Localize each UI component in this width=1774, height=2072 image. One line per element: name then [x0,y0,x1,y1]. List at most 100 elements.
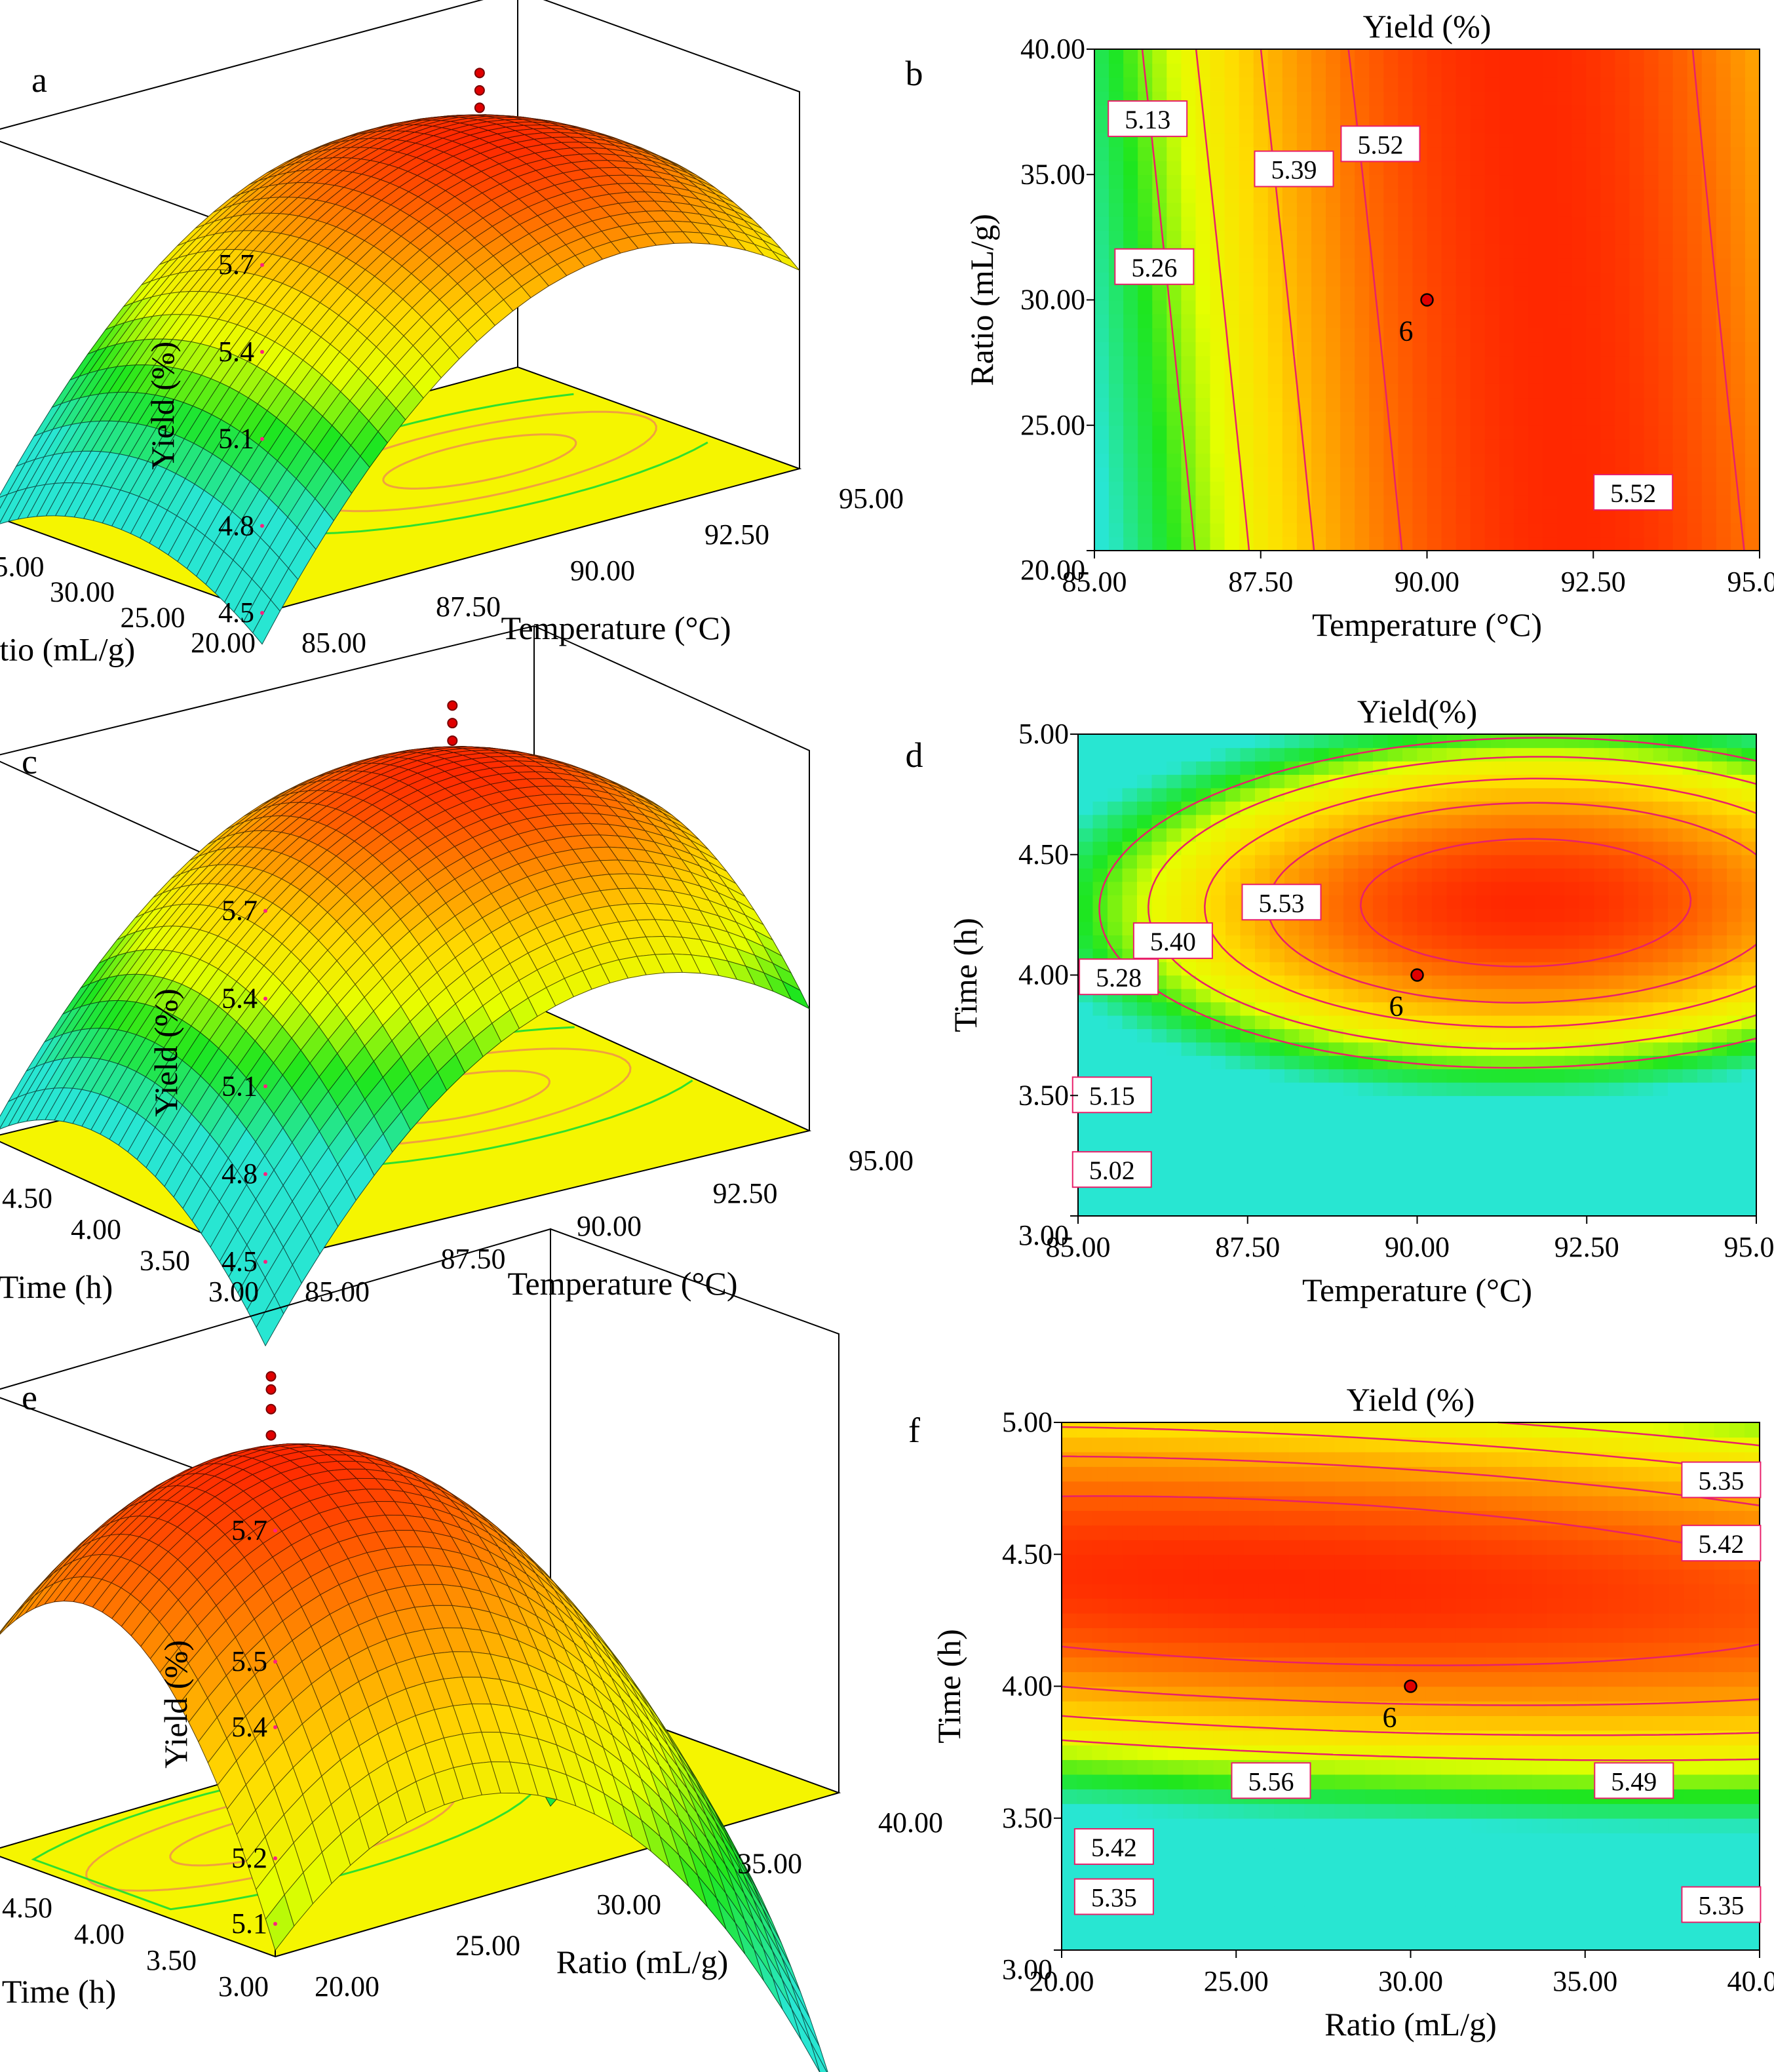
heat-cell [1314,760,1330,775]
heat-cell [1446,1002,1462,1016]
heat-cell [1629,90,1645,106]
heat-cell [1181,453,1197,468]
heat-cell [1311,397,1326,412]
heat-cell [1326,230,1341,245]
heat-cell [1314,1135,1330,1150]
heat-cell [1456,300,1471,315]
heat-cell [1456,77,1471,92]
heat-cell [1296,258,1312,273]
heat-cell [1387,1068,1403,1083]
heat-cell [1687,132,1703,147]
heat-cell [1470,509,1486,524]
heat-cell [1328,895,1344,909]
heat-cell [1687,49,1703,64]
heat-cell [1253,369,1269,384]
heat-cell [1167,536,1182,551]
heat-cell [1446,1135,1462,1150]
heat-cell [1412,258,1428,273]
heat-cell [1299,921,1315,936]
heat-cell [1609,962,1625,976]
heat-cell [1398,63,1414,78]
heat-cell [1461,760,1477,775]
heat-cell [1196,734,1212,749]
heat-cell [1687,202,1703,217]
heat-cell [1441,453,1457,468]
heat-cell [1269,962,1285,976]
heat-cell [1137,734,1153,749]
heat-cell [1644,63,1659,78]
heat-cell [1383,105,1399,120]
heat-cell [1638,921,1654,936]
heat-cell [1730,509,1746,524]
heat-cell [1730,342,1746,357]
heat-cell [1644,119,1659,134]
heat-cell [1579,1189,1595,1203]
heat-cell [1123,355,1138,370]
heat-cell [1520,975,1536,989]
heat-cell [1240,1015,1256,1029]
heat-cell [1269,854,1285,869]
heat-cell [1123,342,1138,357]
heat-cell [1417,921,1433,936]
heat-cell [1239,90,1254,106]
heat-cell [1701,425,1717,440]
heat-cell [1687,425,1703,440]
heat-cell [1476,988,1492,1003]
heat-cell [1269,747,1285,762]
heat-cell [1476,1202,1492,1217]
heat-cell [1432,921,1448,936]
heat-cell [1239,342,1254,357]
heat-cell [1269,734,1285,749]
heat-cell [1716,119,1731,134]
heat-cell [1629,383,1645,399]
heat-cell [1594,975,1610,989]
x-axis-label: Temperature (°C) [1312,606,1542,643]
heat-cell [1196,1095,1212,1110]
heat-cell [1528,509,1543,524]
heat-cell [1181,202,1197,217]
heat-cell [1284,841,1300,855]
heat-cell [1417,787,1433,802]
heat-cell [1745,425,1760,440]
heat-cell [1535,988,1551,1003]
heat-cell [1314,814,1330,829]
heat-cell [1196,814,1212,829]
heat-cell [1373,921,1389,936]
heat-cell [1151,1055,1167,1070]
heat-cell [1579,1148,1595,1163]
heat-cell [1470,328,1486,343]
heat-cell [1550,854,1566,869]
heat-cell [1572,105,1587,120]
heat-cell [1730,313,1746,328]
heat-cell [1484,146,1500,161]
heat-cell [1456,105,1471,120]
heat-cell [1557,536,1572,551]
heat-cell [1210,342,1225,357]
heat-cell [1600,509,1616,524]
heat-cell [1417,1162,1433,1177]
x-tick-label: 92.50 [713,1177,778,1209]
heat-cell [1484,161,1500,176]
heat-cell [1253,244,1269,259]
heat-cell [1195,174,1211,189]
heat-cell [1441,244,1457,259]
heat-cell [1520,841,1536,855]
heat-cell [1505,1148,1521,1163]
heat-cell [1398,509,1414,524]
heat-cell [1629,119,1645,134]
heat-cell [1484,313,1500,328]
heat-cell [1586,132,1602,147]
heat-cell [1550,935,1566,949]
heat-cell [1398,397,1414,412]
heat-cell [1224,509,1240,524]
heat-cell [1282,467,1298,482]
heat-cell [1398,467,1414,482]
heat-cell [1535,1108,1551,1123]
heat-cell [1535,1122,1551,1137]
heat-cell [1658,188,1674,203]
heat-cell [1210,1108,1226,1123]
heat-cell [1255,747,1271,762]
heat-cell [1623,988,1639,1003]
heat-cell [1402,827,1418,842]
heat-cell [1564,760,1580,775]
